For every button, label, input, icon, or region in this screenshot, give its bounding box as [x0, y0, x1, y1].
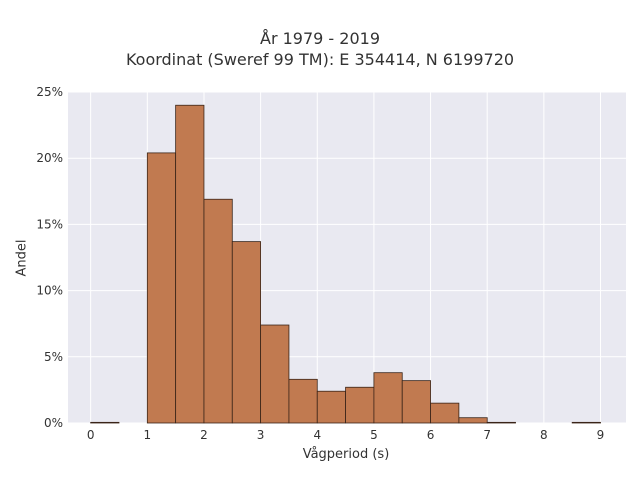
chart-title: År 1979 - 2019 — [260, 29, 380, 48]
y-tick-label: 5% — [44, 350, 63, 364]
x-tick-label: 8 — [540, 428, 548, 442]
x-axis-label: Vågperiod (s) — [302, 447, 390, 462]
histogram-bar — [288, 378, 318, 424]
histogram-bar — [316, 390, 346, 424]
x-tick-label: 2 — [200, 428, 208, 442]
chart-subtitle: Koordinat (Sweref 99 TM): E 354414, N 61… — [125, 50, 515, 69]
histogram-bar — [401, 380, 431, 424]
x-tick-label: 3 — [257, 428, 265, 442]
histogram-bar — [345, 386, 375, 424]
histogram-bar — [486, 421, 516, 424]
histogram-bar — [571, 421, 601, 424]
histogram-bar — [458, 417, 488, 424]
histogram-bar — [231, 241, 262, 424]
histogram-bar — [260, 324, 290, 424]
x-tick-label: 5 — [370, 428, 378, 442]
histogram-bar — [146, 152, 177, 424]
histogram-bar — [175, 104, 205, 424]
y-axis-label: Andel — [14, 239, 30, 277]
y-tick-label: 0% — [44, 416, 63, 430]
y-tick-label: 25% — [36, 85, 63, 99]
histogram-bar — [203, 198, 233, 424]
x-tick-label: 1 — [143, 428, 151, 442]
x-tick-label: 6 — [427, 428, 435, 442]
y-tick-label: 10% — [36, 284, 63, 298]
x-tick-label: 9 — [597, 428, 605, 442]
y-tick-label: 15% — [36, 217, 63, 231]
x-tick-label: 0 — [87, 428, 95, 442]
histogram-bar — [373, 372, 403, 424]
x-tick-label: 4 — [313, 428, 321, 442]
x-tick-label: 7 — [483, 428, 491, 442]
histogram-bar — [430, 402, 460, 424]
histogram-bar — [90, 421, 120, 424]
y-tick-label: 20% — [36, 151, 63, 165]
